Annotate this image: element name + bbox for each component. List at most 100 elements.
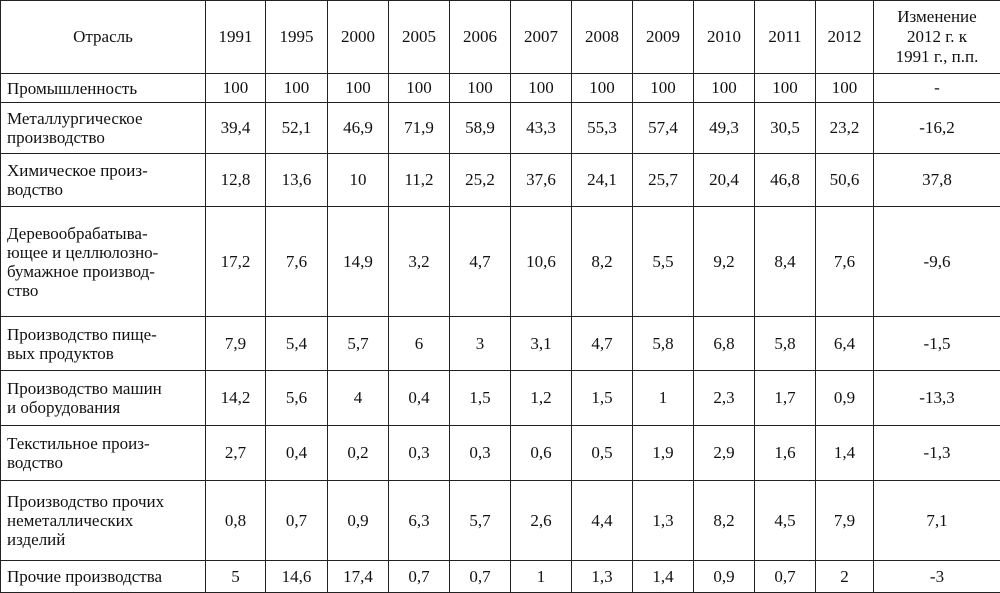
header-cell: Изменение 2012 г. к 1991 г., п.п. xyxy=(874,1,1000,74)
value-cell: 20,4 xyxy=(694,154,755,207)
value-cell: 4 xyxy=(328,371,389,426)
value-cell: 43,3 xyxy=(511,103,572,154)
value-cell: 1,6 xyxy=(755,426,816,481)
value-cell: 0,9 xyxy=(328,481,389,561)
value-cell: 52,1 xyxy=(266,103,328,154)
value-cell: 0,5 xyxy=(572,426,633,481)
value-cell: 71,9 xyxy=(389,103,450,154)
value-cell: 17,2 xyxy=(206,207,266,317)
value-cell: 2,3 xyxy=(694,371,755,426)
header-cell: 2010 xyxy=(694,1,755,74)
value-cell: 49,3 xyxy=(694,103,755,154)
value-cell: 17,4 xyxy=(328,561,389,593)
value-cell: 30,5 xyxy=(755,103,816,154)
value-cell: 0,8 xyxy=(206,481,266,561)
value-cell: 6,3 xyxy=(389,481,450,561)
value-cell: 37,6 xyxy=(511,154,572,207)
value-cell: 25,2 xyxy=(450,154,511,207)
value-cell: 5,6 xyxy=(266,371,328,426)
value-cell: 100 xyxy=(450,74,511,103)
value-cell: 5 xyxy=(206,561,266,593)
value-cell: 2 xyxy=(816,561,874,593)
row-label: Деревообрабатыва- ющее и целлюлозно- бум… xyxy=(1,207,206,317)
value-cell: 10,6 xyxy=(511,207,572,317)
value-cell: 3,1 xyxy=(511,317,572,371)
value-cell: 100 xyxy=(389,74,450,103)
value-cell: 14,9 xyxy=(328,207,389,317)
value-cell: 100 xyxy=(755,74,816,103)
value-cell: 100 xyxy=(816,74,874,103)
value-cell: 100 xyxy=(206,74,266,103)
value-cell: 57,4 xyxy=(633,103,694,154)
value-cell: 1 xyxy=(511,561,572,593)
value-cell: 7,6 xyxy=(266,207,328,317)
value-cell: 7,1 xyxy=(874,481,1000,561)
header-cell: 2012 xyxy=(816,1,874,74)
value-cell: 12,8 xyxy=(206,154,266,207)
value-cell: -1,5 xyxy=(874,317,1000,371)
value-cell: 4,5 xyxy=(755,481,816,561)
value-cell: 46,8 xyxy=(755,154,816,207)
value-cell: 8,2 xyxy=(572,207,633,317)
header-cell: 2009 xyxy=(633,1,694,74)
value-cell: 25,7 xyxy=(633,154,694,207)
value-cell: 4,7 xyxy=(450,207,511,317)
header-cell: 2000 xyxy=(328,1,389,74)
header-cell: 2005 xyxy=(389,1,450,74)
table-row: Деревообрабатыва- ющее и целлюлозно- бум… xyxy=(1,207,1000,317)
value-cell: 0,3 xyxy=(389,426,450,481)
value-cell: 1,5 xyxy=(572,371,633,426)
value-cell: 7,9 xyxy=(816,481,874,561)
value-cell: 1 xyxy=(633,371,694,426)
value-cell: 8,4 xyxy=(755,207,816,317)
value-cell: 0,4 xyxy=(266,426,328,481)
header-cell: 2007 xyxy=(511,1,572,74)
value-cell: 1,4 xyxy=(816,426,874,481)
value-cell: 2,9 xyxy=(694,426,755,481)
value-cell: 5,7 xyxy=(450,481,511,561)
row-label: Промышленность xyxy=(1,74,206,103)
value-cell: 4,4 xyxy=(572,481,633,561)
value-cell: 11,2 xyxy=(389,154,450,207)
value-cell: 100 xyxy=(511,74,572,103)
value-cell: 0,9 xyxy=(694,561,755,593)
value-cell: 37,8 xyxy=(874,154,1000,207)
value-cell: 2,7 xyxy=(206,426,266,481)
value-cell: 0,9 xyxy=(816,371,874,426)
value-cell: 0,7 xyxy=(450,561,511,593)
value-cell: 0,7 xyxy=(266,481,328,561)
value-cell: 1,5 xyxy=(450,371,511,426)
value-cell: 1,3 xyxy=(572,561,633,593)
value-cell: 100 xyxy=(694,74,755,103)
value-cell: 58,9 xyxy=(450,103,511,154)
value-cell: 6,8 xyxy=(694,317,755,371)
value-cell: 6,4 xyxy=(816,317,874,371)
value-cell: 8,2 xyxy=(694,481,755,561)
header-cell: 2011 xyxy=(755,1,816,74)
value-cell: 2,6 xyxy=(511,481,572,561)
value-cell: 9,2 xyxy=(694,207,755,317)
value-cell: 4,7 xyxy=(572,317,633,371)
value-cell: -1,3 xyxy=(874,426,1000,481)
value-cell: 39,4 xyxy=(206,103,266,154)
value-cell: 46,9 xyxy=(328,103,389,154)
row-label: Текстильное произ- водство xyxy=(1,426,206,481)
header-cell: Отрасль xyxy=(1,1,206,74)
value-cell: 5,4 xyxy=(266,317,328,371)
value-cell: 10 xyxy=(328,154,389,207)
value-cell: 1,2 xyxy=(511,371,572,426)
value-cell: 100 xyxy=(633,74,694,103)
value-cell: 24,1 xyxy=(572,154,633,207)
value-cell: 100 xyxy=(572,74,633,103)
value-cell: 7,9 xyxy=(206,317,266,371)
header-cell: 2006 xyxy=(450,1,511,74)
row-label: Производство машин и оборудования xyxy=(1,371,206,426)
